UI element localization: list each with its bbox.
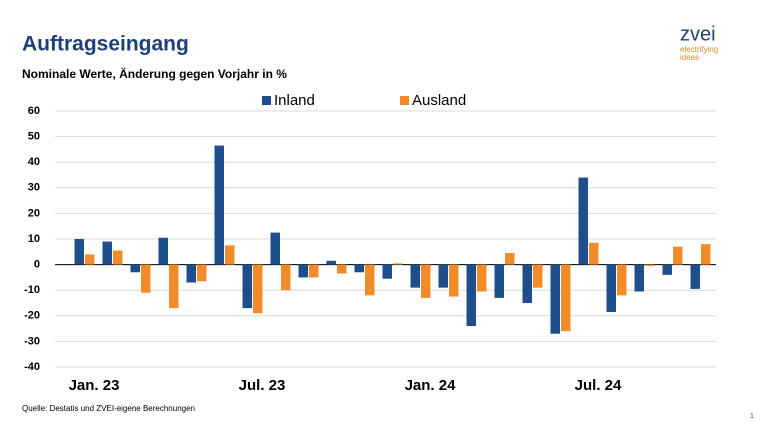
bar — [393, 263, 403, 265]
bar — [550, 264, 560, 334]
bar — [281, 264, 291, 291]
bar — [690, 264, 700, 289]
bar — [85, 254, 95, 265]
y-tick-label: 30 — [28, 182, 40, 194]
bar — [298, 264, 308, 278]
legend-swatch — [400, 96, 409, 105]
source-note: Quelle: Destatis und ZVEI-eigene Berechn… — [22, 404, 195, 413]
chart-title: Auftragseingang — [22, 33, 189, 56]
bar — [606, 264, 616, 312]
bar — [645, 264, 655, 266]
bar — [365, 264, 375, 296]
logo-tagline: electrifying — [680, 45, 718, 54]
legend-label: Ausland — [412, 92, 466, 109]
legend-label: Inland — [274, 92, 315, 109]
bar — [74, 239, 84, 265]
chart-subtitle: Nominale Werte, Änderung gegen Vorjahr i… — [22, 66, 287, 81]
bar — [130, 264, 140, 273]
y-tick-label: -10 — [24, 284, 40, 296]
bar — [589, 242, 599, 265]
logo-tagline: ideas — [680, 53, 699, 62]
bar — [309, 264, 319, 278]
bar — [113, 250, 123, 265]
bar — [505, 253, 515, 265]
y-tick-label: -30 — [24, 335, 40, 347]
bar — [673, 246, 683, 265]
bar — [449, 264, 459, 297]
y-tick-label: -20 — [24, 310, 40, 322]
bar — [337, 264, 347, 274]
y-tick-label: 50 — [28, 131, 40, 143]
bar — [270, 232, 280, 265]
y-tick-label: -40 — [24, 361, 40, 373]
x-tick-label: Jan. 23 — [69, 377, 120, 394]
bar — [253, 264, 263, 314]
bar — [561, 264, 571, 332]
bar — [438, 264, 448, 288]
legend-swatch — [262, 96, 271, 105]
bar — [662, 264, 672, 275]
x-tick-label: Jan. 24 — [405, 377, 457, 394]
bar — [326, 260, 336, 265]
bar — [522, 264, 532, 303]
bar — [102, 241, 112, 265]
page-number: 1 — [750, 413, 754, 420]
bar — [578, 177, 588, 265]
bar — [466, 264, 476, 327]
x-tick-label: Jul. 24 — [575, 377, 622, 394]
bar — [382, 264, 392, 279]
x-tick-label: Jul. 23 — [239, 377, 286, 394]
bar — [634, 264, 644, 292]
bar — [494, 264, 504, 298]
logo-name: zvei — [680, 23, 716, 45]
y-tick-label: 0 — [34, 259, 40, 271]
y-tick-label: 60 — [28, 105, 40, 117]
bar — [701, 244, 711, 265]
bar — [141, 264, 151, 293]
bar — [225, 245, 235, 265]
bar — [214, 145, 224, 265]
bar — [158, 237, 168, 265]
y-tick-label: 10 — [28, 233, 40, 245]
bar — [186, 264, 196, 283]
bar — [354, 264, 364, 273]
bar — [197, 264, 207, 282]
y-tick-label: 20 — [28, 207, 40, 219]
y-tick-label: 40 — [28, 156, 40, 168]
bar — [421, 264, 431, 298]
bar — [242, 264, 252, 309]
bar — [477, 264, 487, 292]
bar — [410, 264, 420, 288]
bar — [533, 264, 543, 288]
bar — [617, 264, 627, 296]
bar — [169, 264, 179, 309]
